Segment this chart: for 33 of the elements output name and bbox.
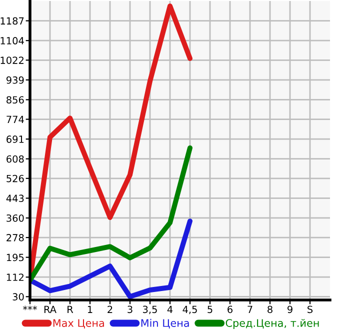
- y-tick-label: 526: [6, 174, 24, 182]
- x-tick-label: 2: [108, 306, 112, 313]
- y-tick-label: 360: [6, 214, 24, 222]
- x-tick-label: 4: [167, 306, 173, 313]
- y-tick-label: 278: [6, 234, 24, 242]
- y-tick-label: 608: [6, 155, 24, 163]
- x-tick-label: R: [68, 306, 74, 313]
- x-tick-label: 5: [208, 306, 212, 314]
- legend-label: Сред.Цена, т.йен: [226, 318, 319, 329]
- y-tick-label: 856: [6, 96, 24, 104]
- x-tick-label: 3,5: [143, 306, 157, 314]
- x-tick-label: 3: [128, 306, 132, 314]
- y-tick-label: 1022: [0, 56, 24, 64]
- x-tick-label: 9: [288, 306, 292, 314]
- x-tick-label: 8: [268, 306, 272, 314]
- y-tick-label: 112: [6, 274, 24, 281]
- y-tick-label: 1104: [0, 37, 24, 44]
- y-tick-label: 774: [6, 116, 24, 123]
- x-tick-label: 4,5: [182, 306, 197, 314]
- y-tick-label: 195: [6, 254, 24, 262]
- y-tick-label: 443: [6, 194, 24, 202]
- y-tick-label: 939: [6, 76, 24, 84]
- x-tick-label: 6: [228, 306, 232, 314]
- x-tick-label: 7: [248, 306, 252, 313]
- x-tick-label: S: [308, 306, 313, 314]
- x-tick-label: ***: [23, 306, 37, 310]
- legend-label: Min Цена: [141, 318, 189, 328]
- y-tick-label: 30: [12, 293, 24, 300]
- legend-label: Max Цена: [53, 319, 104, 328]
- x-tick-label: 1: [88, 306, 92, 313]
- y-tick-label: 691: [6, 136, 24, 143]
- x-tick-label: RA: [44, 306, 56, 313]
- y-tick-label: 1187: [0, 17, 24, 25]
